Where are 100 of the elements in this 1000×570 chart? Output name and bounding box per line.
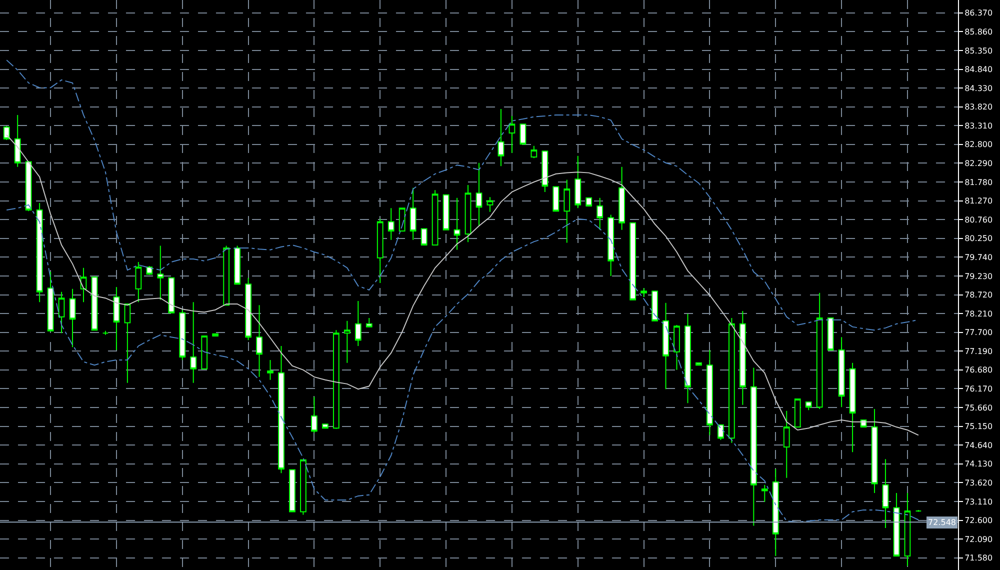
candlestick <box>278 345 284 474</box>
candlestick <box>454 197 460 250</box>
y-tick-label: 73.110 <box>964 497 993 506</box>
candlestick <box>486 196 494 212</box>
y-tick-label: 76.680 <box>964 366 993 375</box>
y-tick-label: 85.860 <box>964 27 993 36</box>
candlestick <box>146 266 153 276</box>
y-tick-label: 78.720 <box>964 290 993 300</box>
candlestick <box>354 300 362 346</box>
y-tick-label: 77.190 <box>964 346 993 356</box>
candlestick <box>47 271 54 332</box>
y-tick-label: 71.580 <box>964 554 993 563</box>
y-tick-label: 85.350 <box>964 46 993 56</box>
y-tick-label: 74.640 <box>964 440 993 450</box>
candlestick <box>289 469 296 512</box>
y-tick-label: 82.290 <box>964 159 993 168</box>
candlestick <box>311 396 318 434</box>
candlestick <box>586 197 592 206</box>
candlestick <box>245 277 252 341</box>
candlestick <box>420 228 428 246</box>
y-tick-label: 83.310 <box>964 121 993 130</box>
y-tick-label: 74.130 <box>964 460 993 469</box>
line-series <box>6 134 919 436</box>
y-tick-label: 80.250 <box>964 234 993 244</box>
candlestick <box>476 162 482 226</box>
candlestick <box>564 179 570 244</box>
y-tick-label: 72.600 <box>964 516 993 526</box>
candlestick <box>640 288 647 298</box>
candlestick <box>882 458 889 528</box>
y-tick-label: 75.150 <box>964 422 993 432</box>
candlestick <box>552 186 560 212</box>
candlestick <box>652 290 658 322</box>
y-tick-label: 83.820 <box>964 102 993 112</box>
candlestick <box>816 292 823 410</box>
y-tick-label: 77.700 <box>964 328 993 338</box>
candlestick <box>388 208 394 240</box>
ref-line-label: 72.548 <box>928 518 956 527</box>
candlestick <box>783 410 790 478</box>
candlestick <box>36 202 43 303</box>
candlestick <box>662 302 669 390</box>
candlestick <box>201 336 208 370</box>
candlestick <box>14 114 21 168</box>
candlestick <box>706 350 713 436</box>
line-series <box>6 204 919 523</box>
candlestick <box>739 310 746 406</box>
candlestick <box>794 398 801 428</box>
candlestick <box>542 150 548 192</box>
candlestick <box>442 194 450 230</box>
y-tick-label: 81.270 <box>964 196 993 206</box>
candlestick <box>871 408 878 494</box>
candlestick <box>102 330 109 336</box>
candlestick <box>750 367 757 526</box>
candlestick <box>674 324 680 370</box>
candlestick <box>630 222 636 300</box>
candlestick <box>728 317 735 444</box>
candlestick <box>300 459 306 516</box>
candlestick <box>618 166 626 230</box>
candlestick <box>234 245 240 285</box>
candlestick <box>69 288 76 348</box>
y-tick-label: 79.740 <box>964 252 993 262</box>
candlestick <box>398 208 406 232</box>
candlestick <box>915 509 922 512</box>
y-tick-label: 79.230 <box>964 272 993 281</box>
candlestick <box>761 484 768 502</box>
candlestick <box>596 197 604 230</box>
candlestick <box>332 330 340 430</box>
y-tick-label: 80.760 <box>964 215 993 224</box>
candlestick <box>91 276 98 331</box>
candlestick <box>574 155 582 209</box>
candlestick <box>464 184 472 243</box>
candlestick <box>366 317 372 328</box>
candlestick <box>376 218 384 284</box>
candlestick <box>827 317 834 351</box>
candlestick <box>432 190 438 246</box>
y-tick-label: 75.660 <box>964 403 993 412</box>
y-tick-label: 76.170 <box>964 384 993 394</box>
candlestick <box>508 116 516 154</box>
candlestick <box>684 313 691 404</box>
y-tick-label: 86.370 <box>964 8 993 18</box>
candlestick <box>893 492 900 556</box>
y-tick-label: 72.090 <box>964 534 993 544</box>
candlestick <box>3 126 10 141</box>
candlestick <box>168 277 175 314</box>
candlestick <box>58 291 65 334</box>
candlestick <box>838 336 845 408</box>
candlestick <box>223 245 230 306</box>
candlestick <box>267 359 274 380</box>
y-tick-label: 81.780 <box>964 178 993 187</box>
candlestick <box>135 261 142 303</box>
y-tick-label: 82.800 <box>964 140 993 150</box>
candlestick <box>520 124 526 145</box>
candlestick <box>256 304 262 378</box>
candlestick <box>179 309 186 360</box>
candlestick <box>608 214 614 276</box>
y-tick-label: 78.210 <box>964 309 993 318</box>
candlestick <box>322 424 328 429</box>
candlestick <box>80 267 87 303</box>
y-tick-label: 73.620 <box>964 478 993 488</box>
candlestick <box>124 303 131 384</box>
candlestick <box>190 302 197 384</box>
